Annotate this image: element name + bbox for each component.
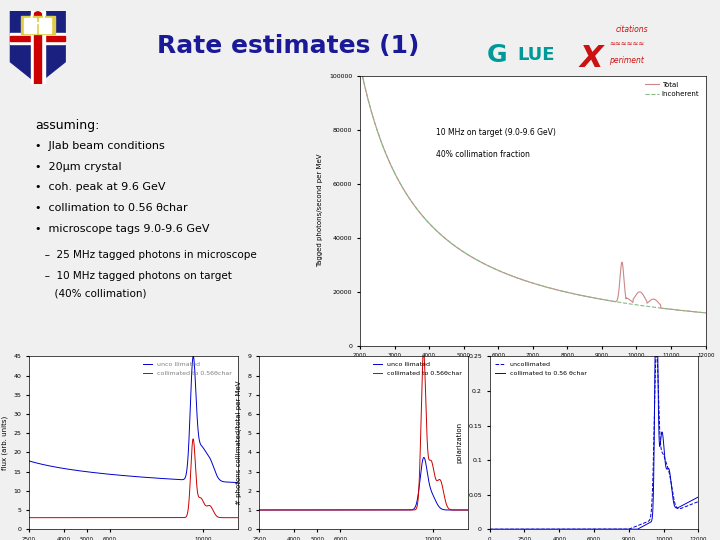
Total bbox=[691, 309, 700, 315]
Legend: unco llimated, collimated to 0.56θchar: unco llimated, collimated to 0.56θchar bbox=[371, 360, 465, 379]
Text: LUE: LUE bbox=[517, 46, 554, 64]
Text: •  microscope tags 9.0-9.6 GeV: • microscope tags 9.0-9.6 GeV bbox=[35, 224, 210, 234]
Total bbox=[701, 309, 710, 316]
Incoherent bbox=[691, 309, 700, 315]
Text: •  collimation to 0.56 θchar: • collimation to 0.56 θchar bbox=[35, 203, 188, 213]
Text: periment: periment bbox=[609, 57, 644, 65]
Legend: unco llimated, collimated to 0.56θchar: unco llimated, collimated to 0.56θchar bbox=[140, 360, 235, 379]
Polygon shape bbox=[11, 11, 66, 84]
Legend: uncollimated, collimated to 0.56 θchar: uncollimated, collimated to 0.56 θchar bbox=[492, 360, 589, 379]
Text: Rate estimates (1): Rate estimates (1) bbox=[157, 34, 419, 58]
Total bbox=[691, 309, 700, 315]
Text: ≈≈≈≈≈≈: ≈≈≈≈≈≈ bbox=[609, 41, 644, 47]
Y-axis label: polarization: polarization bbox=[456, 422, 463, 463]
Y-axis label: Tagged photons/second per MeV: Tagged photons/second per MeV bbox=[318, 154, 323, 267]
Total bbox=[373, 129, 382, 135]
Incoherent bbox=[515, 275, 523, 282]
Text: G: G bbox=[487, 43, 508, 66]
Total bbox=[523, 278, 532, 285]
Incoherent bbox=[628, 301, 636, 307]
Text: –  10 MHz tagged photons on target: – 10 MHz tagged photons on target bbox=[35, 271, 232, 281]
Text: assuming:: assuming: bbox=[35, 119, 99, 132]
Bar bbox=[39, 18, 52, 32]
Text: •  20μm crystal: • 20μm crystal bbox=[35, 162, 122, 172]
Total bbox=[628, 299, 636, 305]
X-axis label: Photon energy (MeV): Photon energy (MeV) bbox=[492, 364, 573, 373]
Line: Incoherent: Incoherent bbox=[360, 65, 706, 313]
Incoherent bbox=[701, 309, 710, 316]
Bar bbox=[21, 16, 55, 34]
Text: X: X bbox=[579, 44, 603, 73]
Incoherent bbox=[356, 62, 364, 68]
Text: 10 MHz on target (9.0-9.6 GeV): 10 MHz on target (9.0-9.6 GeV) bbox=[436, 128, 556, 137]
Text: citations: citations bbox=[616, 25, 649, 34]
Text: (40% collimation): (40% collimation) bbox=[35, 289, 147, 299]
Text: 40% collimation fraction: 40% collimation fraction bbox=[436, 150, 530, 159]
Line: Total: Total bbox=[360, 65, 706, 313]
Bar bbox=[24, 18, 37, 32]
Text: •  coh. peak at 9.6 GeV: • coh. peak at 9.6 GeV bbox=[35, 183, 166, 192]
Polygon shape bbox=[31, 11, 45, 84]
Total bbox=[356, 62, 364, 68]
Total bbox=[515, 275, 523, 282]
Incoherent bbox=[691, 309, 700, 315]
Text: –  25 MHz tagged photons in microscope: – 25 MHz tagged photons in microscope bbox=[35, 250, 257, 260]
Y-axis label: # photons collimated/total per MeV: # photons collimated/total per MeV bbox=[236, 381, 242, 505]
Legend: Total, Incoherent: Total, Incoherent bbox=[642, 79, 702, 100]
Polygon shape bbox=[35, 11, 41, 84]
Incoherent bbox=[523, 278, 532, 285]
Incoherent bbox=[373, 129, 382, 135]
Text: •  Jlab beam conditions: • Jlab beam conditions bbox=[35, 141, 165, 151]
Y-axis label: flux (arb. units): flux (arb. units) bbox=[1, 416, 8, 470]
Polygon shape bbox=[11, 36, 66, 42]
Polygon shape bbox=[11, 32, 66, 44]
